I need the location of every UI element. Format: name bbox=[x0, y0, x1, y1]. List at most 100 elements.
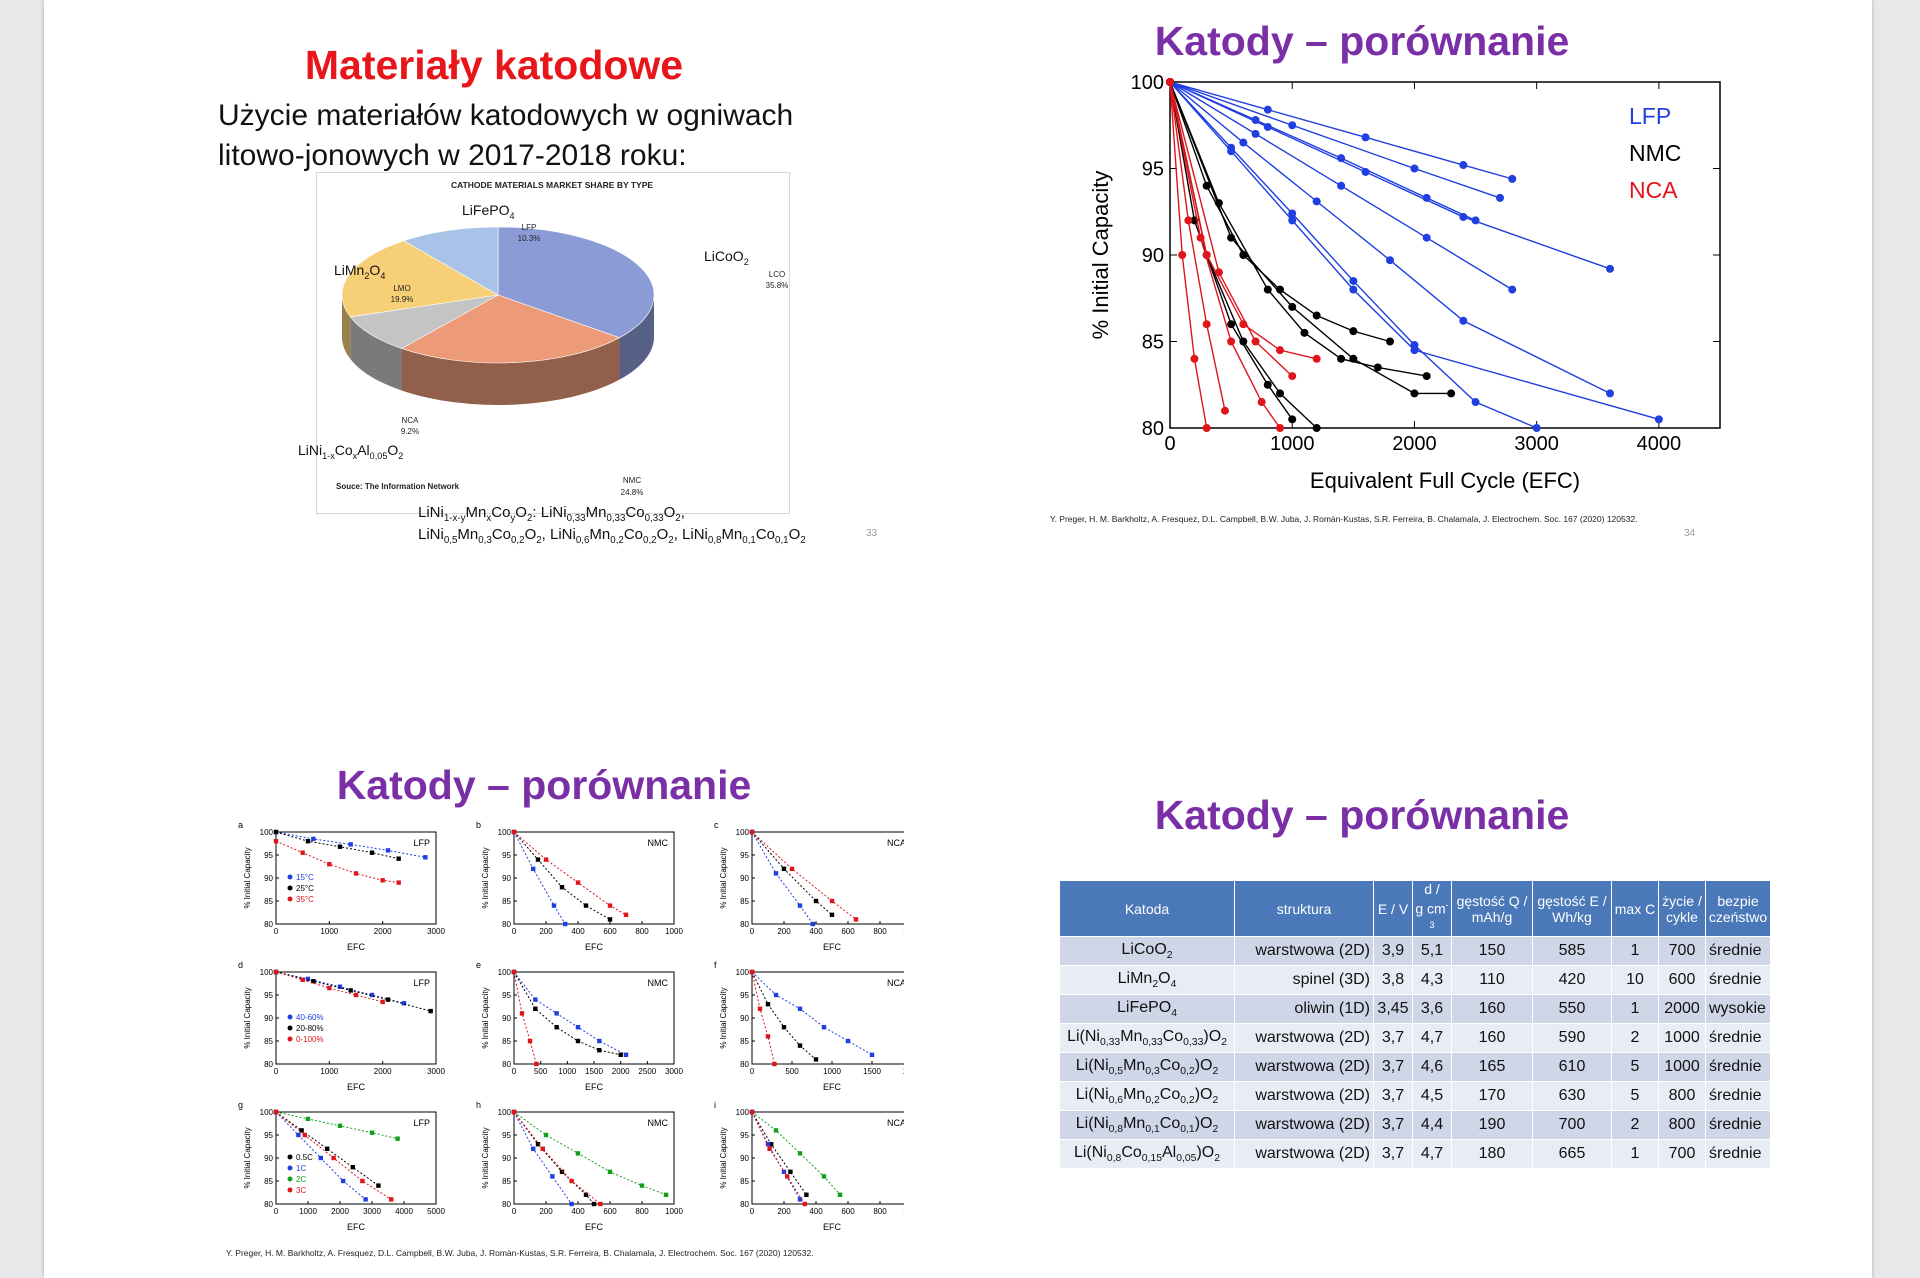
panel-data-point bbox=[331, 1155, 336, 1161]
panel-y-tick-label: 85 bbox=[740, 897, 749, 906]
document-sheet: Materiały katodowe Użycie materiałów kat… bbox=[44, 0, 1872, 1278]
panel-data-point bbox=[380, 878, 385, 883]
data-point-lfp bbox=[1251, 116, 1260, 125]
panel-x-tick-label: 800 bbox=[873, 927, 887, 936]
panel-tag: NCA bbox=[887, 978, 904, 988]
cell-cykle: 600 bbox=[1658, 965, 1706, 996]
panel-series-line bbox=[513, 831, 566, 925]
panel-x-tick-label: 3000 bbox=[665, 1067, 683, 1076]
panel-y-tick-label: 85 bbox=[264, 1037, 273, 1046]
table-header-row: Katoda struktura E / V d / g cm-3 gęstość… bbox=[1059, 879, 1771, 938]
panel-x-tick-label: 1500 bbox=[863, 1067, 881, 1076]
slide-36: Katody – porównanie Katoda struktura E /… bbox=[44, 0, 1872, 1278]
panel-x-tick-label: 200 bbox=[777, 1207, 791, 1216]
panel-legend-label: 20-80% bbox=[296, 1024, 324, 1033]
panel-data-point bbox=[353, 871, 359, 876]
cell-e: 3,7 bbox=[1373, 1023, 1413, 1054]
panel-data-point bbox=[396, 880, 401, 885]
panel-x-tick-label: 1000 bbox=[823, 1067, 841, 1076]
panel-data-point bbox=[551, 903, 557, 908]
panel-y-tick-label: 80 bbox=[740, 920, 749, 929]
data-point-lfp bbox=[1312, 197, 1321, 206]
panel-data-point bbox=[749, 829, 755, 835]
panel-legend-marker bbox=[287, 885, 293, 891]
panel-legend-marker bbox=[287, 874, 293, 880]
panel-legend-marker bbox=[287, 1176, 293, 1182]
data-point-nmc bbox=[1288, 302, 1297, 311]
cell-maxc: 5 bbox=[1611, 1052, 1659, 1083]
panel-data-point bbox=[337, 1123, 343, 1128]
cell-d: 4,6 bbox=[1412, 1052, 1452, 1083]
pie-code-nca: NCA bbox=[401, 416, 419, 425]
panel-f: f NCA 0 500 1000 1500 2000 80 85 90 95 100 EFC % Init… bbox=[714, 960, 904, 1092]
data-point-nca bbox=[1166, 78, 1174, 86]
panel-legend-marker bbox=[287, 1036, 293, 1042]
panel-series-line bbox=[275, 831, 426, 858]
panel-data-point bbox=[305, 1116, 311, 1122]
pie-slice-nmc bbox=[400, 294, 621, 364]
panel-x-tick-label: 800 bbox=[635, 927, 649, 936]
panel-x-tick-label: 1000 bbox=[320, 927, 338, 936]
panel-x-tick-label: 3000 bbox=[363, 1207, 381, 1216]
panel-data-point bbox=[749, 1109, 755, 1115]
panel-tag: NCA bbox=[887, 1118, 904, 1128]
panel-series-line bbox=[751, 971, 775, 1065]
panel-y-tick-label: 85 bbox=[740, 1177, 749, 1186]
panel-x-tick-label: 0 bbox=[512, 927, 517, 936]
panel-y-tick-label: 85 bbox=[264, 897, 273, 906]
cell-energy: 665 bbox=[1532, 1139, 1612, 1170]
cell-maxc: 5 bbox=[1611, 1081, 1659, 1112]
panel-data-point bbox=[543, 1132, 549, 1138]
panel-series-line bbox=[751, 1111, 806, 1205]
panel-data-point bbox=[607, 917, 613, 922]
panel-series-line bbox=[751, 831, 833, 916]
data-point-nca bbox=[1276, 424, 1284, 432]
panel-data-point bbox=[853, 917, 859, 922]
y-axis-label: % Initial Capacity bbox=[1088, 171, 1113, 340]
data-point-lfp bbox=[1496, 193, 1504, 202]
panel-data-point bbox=[376, 1183, 381, 1188]
data-point-nca bbox=[1221, 406, 1229, 415]
panel-x-tick-label: 1000 bbox=[665, 1207, 683, 1216]
data-point-lfp bbox=[1288, 121, 1297, 130]
data-point-nmc bbox=[1410, 389, 1419, 398]
panel-data-point bbox=[531, 1146, 536, 1151]
panel-data-point bbox=[299, 1128, 304, 1133]
data-point-nmc bbox=[1312, 311, 1321, 320]
slide-33-subtitle-line1: Użycie materiałów katodowych w ogniwach bbox=[218, 99, 794, 132]
slide-34: Katody – porównanie 0 1000 2000 3000 4000 80 8… bbox=[44, 0, 1872, 560]
pie-code-lmo: LMO bbox=[393, 284, 411, 293]
panel-letter: d bbox=[238, 960, 243, 970]
cell-katoda: LiFePO4 bbox=[1059, 994, 1235, 1025]
panel-data-point bbox=[575, 1038, 581, 1044]
data-point-lfp bbox=[1422, 233, 1431, 242]
panel-legend-label: 3C bbox=[296, 1186, 306, 1195]
panel-data-point bbox=[305, 839, 311, 844]
data-point-lfp bbox=[1606, 264, 1614, 273]
pie-side-nca bbox=[350, 316, 402, 391]
x-axis-label: Equivalent Full Cycle (EFC) bbox=[1310, 468, 1580, 493]
data-point-nca bbox=[1257, 398, 1266, 407]
cell-energy: 420 bbox=[1532, 965, 1612, 996]
header-bezp: bezpie czeństwo bbox=[1705, 879, 1771, 938]
data-point-lfp bbox=[1410, 164, 1419, 173]
y-tick-label: 80 bbox=[1142, 418, 1164, 440]
panel-data-point bbox=[327, 985, 332, 991]
header-cykle: życie / cykle bbox=[1658, 879, 1706, 938]
data-point-lfp bbox=[1422, 193, 1431, 202]
panel-c: c NCA 0 200 400 600 800 1000 80 85 90 95 100 EFC % Ini… bbox=[714, 820, 904, 952]
panel-data-point bbox=[540, 1146, 545, 1151]
panel-data-point bbox=[575, 1151, 581, 1156]
panel-x-tick-label: 0 bbox=[750, 1207, 755, 1216]
panel-letter: f bbox=[714, 960, 717, 970]
panel-series-line bbox=[751, 1111, 807, 1196]
panel-y-tick-label: 90 bbox=[502, 1154, 511, 1163]
panel-y-tick-label: 80 bbox=[740, 1200, 749, 1209]
panel-data-point bbox=[511, 829, 517, 835]
cell-d: 4,7 bbox=[1412, 1139, 1452, 1170]
panel-data-point bbox=[428, 1008, 433, 1014]
panel-tag: LFP bbox=[413, 1118, 430, 1128]
panel-x-tick-label: 0 bbox=[274, 927, 279, 936]
pie-pct-nmc: 24.8% bbox=[620, 488, 644, 497]
panel-data-point bbox=[769, 1142, 774, 1147]
